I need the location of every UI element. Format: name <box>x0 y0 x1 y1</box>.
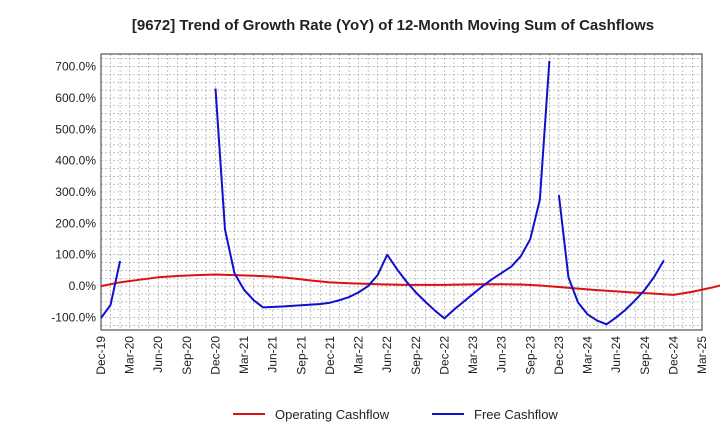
plot-frame <box>100 53 703 331</box>
legend: Operating Cashflow Free Cashflow <box>233 407 558 422</box>
chart-title: [9672] Trend of Growth Rate (YoY) of 12-… <box>132 17 654 34</box>
y-tick-label: 700.0% <box>55 60 96 74</box>
x-tick-label: Jun-21 <box>266 336 280 373</box>
x-tick-label: Sep-23 <box>523 336 537 375</box>
x-tick-label: Sep-22 <box>409 336 423 375</box>
y-tick-label: 100.0% <box>55 248 96 262</box>
x-tick-label: Jun-24 <box>609 336 623 373</box>
legend-label: Free Cashflow <box>474 407 558 422</box>
legend-label: Operating Cashflow <box>275 407 390 422</box>
y-tick-label: 400.0% <box>55 154 96 168</box>
series-line-free-cashflow <box>214 60 551 320</box>
x-tick-label: Jun-22 <box>380 336 394 373</box>
y-tick-label: 0.0% <box>69 279 97 293</box>
x-tick-label: Dec-22 <box>437 336 451 375</box>
series-layer <box>100 60 720 326</box>
x-tick-label: Dec-24 <box>666 336 680 375</box>
x-tick-label: Mar-22 <box>352 336 366 374</box>
series-line-free-cashflow <box>100 260 122 319</box>
x-tick-label: Dec-19 <box>94 336 108 375</box>
x-tick-label: Mar-24 <box>581 336 595 374</box>
y-tick-label: -100.0% <box>51 310 96 324</box>
grid-layer <box>100 54 703 330</box>
x-tick-label: Mar-25 <box>695 336 709 374</box>
x-tick-label: Mar-21 <box>237 336 251 374</box>
y-tick-label: 500.0% <box>55 122 96 136</box>
x-tick-label: Dec-20 <box>208 336 222 375</box>
x-tick-label: Dec-21 <box>323 336 337 375</box>
series-line-free-cashflow <box>557 195 665 326</box>
x-tick-label: Jun-23 <box>495 336 509 373</box>
x-tick-label: Dec-23 <box>552 336 566 375</box>
x-tick-label: Sep-21 <box>294 336 308 375</box>
y-tick-label: 300.0% <box>55 185 96 199</box>
x-tick-label: Mar-23 <box>466 336 480 374</box>
x-tick-label: Sep-24 <box>638 336 652 375</box>
axis-layer: -100.0% 0.0% 100.0% 200.0% 300.0% 400.0% 500.0… <box>51 53 709 375</box>
y-tick-label: 600.0% <box>55 91 96 105</box>
x-tick-label: Jun-20 <box>151 336 165 373</box>
x-tick-label: Sep-20 <box>180 336 194 375</box>
y-tick-label: 200.0% <box>55 216 96 230</box>
x-tick-label: Mar-20 <box>123 336 137 374</box>
